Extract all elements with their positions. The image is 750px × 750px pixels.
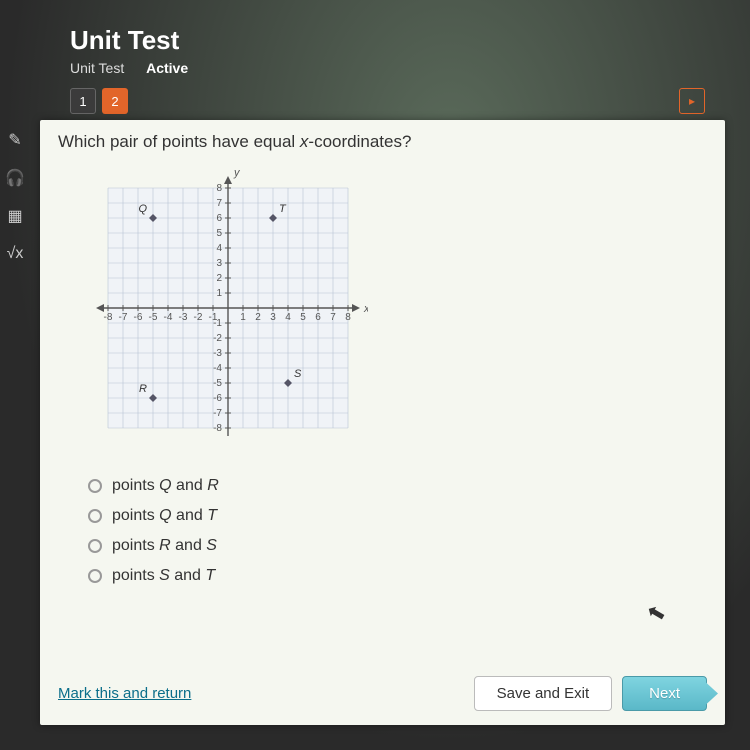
- svg-text:-6: -6: [134, 312, 143, 323]
- test-window: Unit Test Unit Test Active 1 2 ▸ Which p…: [30, 15, 725, 725]
- svg-text:-5: -5: [149, 312, 158, 323]
- svg-text:8: 8: [345, 312, 351, 323]
- page-2-button[interactable]: 2: [102, 88, 128, 114]
- svg-text:-3: -3: [213, 348, 222, 359]
- svg-text:-3: -3: [179, 312, 188, 323]
- svg-text:3: 3: [270, 312, 276, 323]
- svg-text:R: R: [139, 383, 147, 395]
- breadcrumb: Unit Test Active: [70, 60, 705, 76]
- headphones-icon[interactable]: 🎧: [5, 168, 25, 188]
- answer-options: points Q and R points Q and T points R a…: [88, 471, 707, 591]
- svg-text:1: 1: [240, 312, 246, 323]
- svg-text:8: 8: [216, 183, 222, 194]
- svg-text:5: 5: [216, 228, 222, 239]
- page-title: Unit Test: [70, 25, 705, 56]
- svg-text:4: 4: [285, 312, 291, 323]
- svg-text:4: 4: [216, 243, 222, 254]
- mark-return-link[interactable]: Mark this and return: [58, 685, 191, 702]
- svg-text:S: S: [294, 368, 302, 380]
- breadcrumb-status: Active: [146, 60, 188, 76]
- breadcrumb-section: Unit Test: [70, 60, 124, 76]
- question-text: Which pair of points have equal x-coordi…: [58, 132, 707, 152]
- svg-text:2: 2: [255, 312, 261, 323]
- pager-toolbar: 1 2 ▸: [30, 82, 725, 120]
- option-a[interactable]: points Q and R: [88, 471, 707, 501]
- svg-text:1: 1: [216, 288, 222, 299]
- option-label: points Q and R: [112, 477, 219, 495]
- svg-text:-8: -8: [104, 312, 113, 323]
- svg-text:5: 5: [300, 312, 306, 323]
- svg-text:-6: -6: [213, 393, 222, 404]
- mouse-cursor-icon: ⬉: [644, 598, 669, 628]
- radio-icon: [88, 479, 102, 493]
- coordinate-chart: -8-8-7-7-6-6-5-5-4-4-3-3-2-2-1-111223344…: [88, 168, 707, 453]
- formula-icon[interactable]: √x: [5, 244, 25, 264]
- option-d[interactable]: points S and T: [88, 561, 707, 591]
- grid-svg: -8-8-7-7-6-6-5-5-4-4-3-3-2-2-1-111223344…: [88, 168, 368, 448]
- option-b[interactable]: points Q and T: [88, 501, 707, 531]
- svg-text:x: x: [363, 303, 368, 315]
- svg-text:2: 2: [216, 273, 222, 284]
- svg-text:-7: -7: [119, 312, 128, 323]
- question-panel: Which pair of points have equal x-coordi…: [40, 120, 725, 725]
- option-label: points Q and T: [112, 507, 217, 525]
- option-label: points R and S: [112, 537, 217, 555]
- next-button[interactable]: Next: [622, 676, 707, 711]
- page-1-button[interactable]: 1: [70, 88, 96, 114]
- svg-text:-1: -1: [213, 318, 222, 329]
- svg-text:-2: -2: [213, 333, 222, 344]
- svg-text:7: 7: [330, 312, 336, 323]
- tool-sidebar: ✎ 🎧 ▦ √x: [0, 130, 30, 264]
- footer-bar: Mark this and return Save and Exit Next: [58, 666, 707, 711]
- svg-text:-7: -7: [213, 408, 222, 419]
- svg-text:-4: -4: [213, 363, 222, 374]
- pencil-icon[interactable]: ✎: [5, 130, 25, 150]
- svg-text:-8: -8: [213, 423, 222, 434]
- svg-text:-5: -5: [213, 378, 222, 389]
- svg-text:6: 6: [216, 213, 222, 224]
- radio-icon: [88, 539, 102, 553]
- svg-text:3: 3: [216, 258, 222, 269]
- svg-text:Q: Q: [138, 203, 147, 215]
- header: Unit Test Unit Test Active: [30, 15, 725, 82]
- radio-icon: [88, 509, 102, 523]
- svg-text:y: y: [233, 168, 241, 179]
- option-c[interactable]: points R and S: [88, 531, 707, 561]
- next-page-arrow[interactable]: ▸: [679, 88, 705, 114]
- option-label: points S and T: [112, 567, 215, 585]
- save-exit-button[interactable]: Save and Exit: [474, 676, 613, 711]
- svg-text:7: 7: [216, 198, 222, 209]
- svg-text:-4: -4: [164, 312, 173, 323]
- radio-icon: [88, 569, 102, 583]
- svg-text:-2: -2: [194, 312, 203, 323]
- svg-text:6: 6: [315, 312, 321, 323]
- calculator-icon[interactable]: ▦: [5, 206, 25, 226]
